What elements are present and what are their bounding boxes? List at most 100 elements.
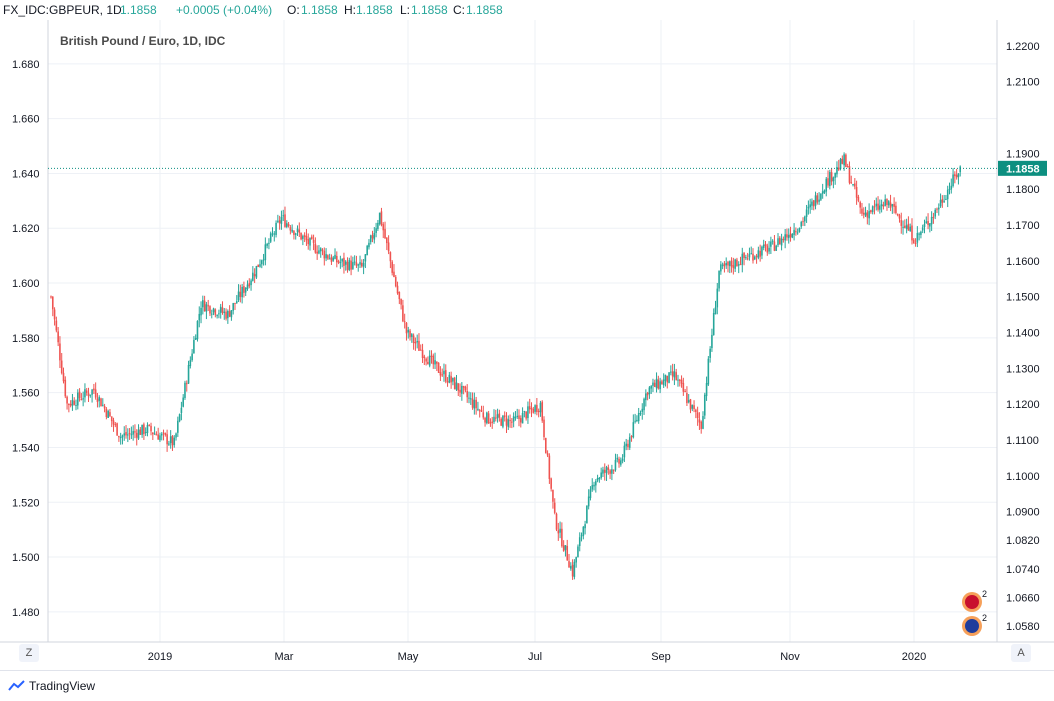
candle-body xyxy=(389,252,392,262)
candle-body xyxy=(870,210,872,213)
low-label: L: xyxy=(400,3,411,17)
candle-body xyxy=(675,372,677,381)
candle-body xyxy=(187,365,190,384)
candle-body xyxy=(643,398,645,411)
footer: TradingView xyxy=(0,670,1054,701)
candle-body xyxy=(920,231,922,235)
open-value: 1.1858 xyxy=(301,3,338,17)
candle-body xyxy=(911,225,913,241)
candle-body xyxy=(750,253,753,255)
candle-body xyxy=(895,205,897,214)
candle-body xyxy=(427,361,429,365)
candle-body xyxy=(650,386,652,389)
candle-body xyxy=(307,239,310,245)
candle-body xyxy=(219,306,222,313)
candle-body xyxy=(946,189,949,200)
candle-body xyxy=(800,222,803,227)
last-price: 1.1858 xyxy=(120,3,157,17)
candle-body xyxy=(85,390,88,393)
candle-body xyxy=(887,201,890,206)
candle-body xyxy=(959,166,962,173)
candle-body xyxy=(461,385,463,394)
candle-body xyxy=(162,432,165,434)
candle-body xyxy=(852,184,854,186)
tradingview-logo-icon[interactable] xyxy=(8,680,26,692)
left-price-axis[interactable]: 1.680 1.660 1.640 1.620 1.600 1.580 1.560 1.540… xyxy=(12,59,40,619)
uk-event-marker[interactable]: 2 xyxy=(962,589,987,612)
candle-body xyxy=(232,303,234,311)
candle-body xyxy=(745,257,747,259)
candle-body xyxy=(795,231,797,233)
candle-body xyxy=(446,381,449,383)
candle-body xyxy=(71,399,74,406)
candle-body xyxy=(298,229,301,233)
candle-body xyxy=(904,225,906,228)
right-tick-label: 1.1400 xyxy=(1006,327,1040,339)
candle-body xyxy=(632,422,635,438)
candle-body xyxy=(550,478,552,489)
candle-body xyxy=(732,265,735,269)
candle-body xyxy=(394,276,397,287)
left-tick-label: 1.540 xyxy=(12,442,40,454)
candle-body xyxy=(259,264,261,267)
candle-body xyxy=(159,435,161,441)
candle-body xyxy=(355,262,358,266)
candle-body xyxy=(357,264,360,266)
candle-body xyxy=(639,413,642,415)
candle-body xyxy=(530,408,533,410)
candle-body xyxy=(937,207,940,210)
candle-body xyxy=(691,404,694,409)
candle-body xyxy=(102,404,104,406)
candle-body xyxy=(925,221,928,224)
time-tick-label: May xyxy=(398,651,419,663)
candle-body xyxy=(539,402,542,413)
grid xyxy=(48,20,997,642)
candle-body xyxy=(527,406,529,419)
right-price-axis[interactable]: 1.2200 1.2100 1.1900 1.1800 1.1700 1.1600 1.15… xyxy=(1006,41,1040,633)
candle-body xyxy=(714,307,717,315)
candle-body xyxy=(386,237,388,244)
candle-body xyxy=(230,310,233,318)
symbol-name[interactable]: FX_IDC:GBPEUR, 1D xyxy=(3,3,122,17)
candle-body xyxy=(284,214,286,227)
candle-body xyxy=(191,353,193,361)
candle-body xyxy=(480,410,483,412)
chart-title: British Pound / Euro, 1D, IDC xyxy=(60,34,226,48)
candle-body xyxy=(234,302,236,304)
tradingview-brand[interactable]: TradingView xyxy=(29,679,96,693)
candle-body xyxy=(518,415,520,419)
zoom-button[interactable]: Z xyxy=(19,644,39,662)
candle-body xyxy=(954,174,956,177)
candle-body xyxy=(568,561,570,568)
candle-body xyxy=(634,420,636,422)
candle-body xyxy=(780,238,783,246)
candle-body xyxy=(787,234,790,239)
candle-body xyxy=(734,259,736,269)
candle-body xyxy=(144,432,147,434)
auto-scale-button[interactable]: A xyxy=(1011,644,1031,662)
chart-area[interactable]: 1.680 1.660 1.640 1.620 1.600 1.580 1.560 1.540… xyxy=(0,20,1054,666)
candle-body xyxy=(110,416,113,422)
candle-body xyxy=(327,255,329,259)
candle-body xyxy=(205,304,208,312)
time-tick-label: Mar xyxy=(275,651,294,663)
candle-body xyxy=(294,233,297,235)
candle-body xyxy=(912,239,915,244)
candle-body xyxy=(921,227,924,231)
candle-body xyxy=(564,545,567,550)
candle-body xyxy=(314,243,317,253)
right-tick-label: 1.0660 xyxy=(1006,593,1040,605)
eu-event-marker[interactable]: 2 xyxy=(962,613,987,636)
candle-body xyxy=(405,322,408,334)
candle-body xyxy=(544,437,547,454)
candle-body xyxy=(316,251,318,254)
candle-body xyxy=(580,535,583,537)
candle-body xyxy=(375,228,377,233)
candle-body xyxy=(614,459,617,471)
candle-body xyxy=(486,412,488,424)
time-axis[interactable]: 2019 Mar May Jul Sep Nov 2020 xyxy=(148,651,926,663)
candle-body xyxy=(782,239,785,241)
candle-body xyxy=(509,420,511,422)
price-chart[interactable]: 1.680 1.660 1.640 1.620 1.600 1.580 1.560 1.540… xyxy=(0,20,1054,666)
high-value: 1.1858 xyxy=(356,3,393,17)
